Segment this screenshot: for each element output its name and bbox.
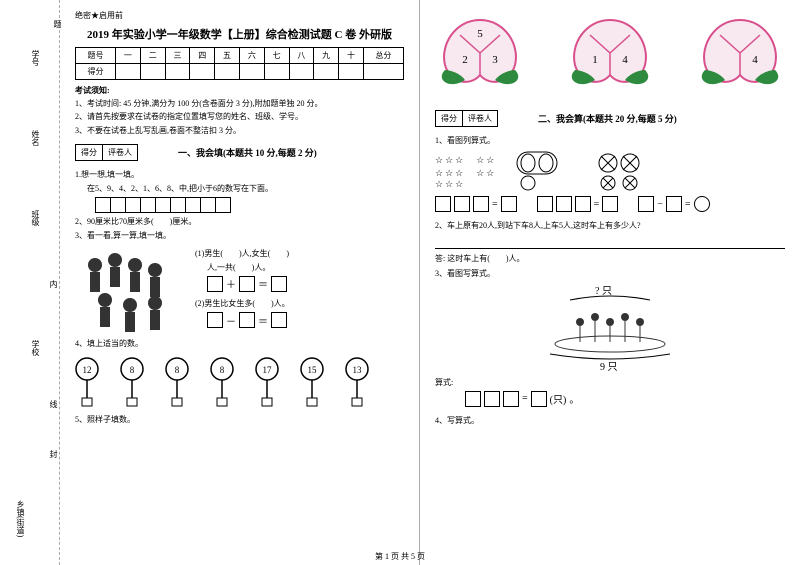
- confidential-label: 绝密★启用前: [75, 10, 404, 21]
- q1b: 在5、9、4、2、1、6、8、中,把小于6的数写在下面。: [75, 183, 404, 194]
- svg-text:1: 1: [592, 54, 598, 66]
- page-footer: 第 1 页 共 5 页: [0, 551, 800, 562]
- margin-dash-2: 封: [48, 450, 59, 458]
- eq3: −=: [638, 196, 709, 212]
- svg-text:8: 8: [220, 365, 225, 375]
- q3-1a: (1)男生( )人,女生( ): [195, 248, 404, 259]
- th: 一: [116, 48, 141, 64]
- instructions-heading: 考试须知:: [75, 85, 404, 96]
- exam-title: 2019 年实验小学一年级数学【上册】综合检测试题 C 卷 外研版: [75, 26, 404, 42]
- svg-text:3: 3: [492, 54, 498, 66]
- score-label: 得分: [436, 111, 463, 126]
- svg-text:4: 4: [622, 54, 628, 66]
- peach-3: 4: [695, 15, 785, 95]
- th: 题号: [76, 48, 116, 64]
- q3-2: (2)男生比女生多( )人。: [195, 298, 404, 309]
- s2q2ans: 答: 这时车上有( )人。: [435, 253, 785, 264]
- instr-3: 3、不要在试卷上乱写乱画,卷面不整洁扣 3 分。: [75, 125, 404, 136]
- s2q4: 4、写算式。: [435, 415, 785, 426]
- svg-text:13: 13: [353, 365, 363, 375]
- right-column: 523 14 4 得分 评卷人 二、我会算(本题共 20 分,每题 5 分) 1…: [420, 0, 800, 565]
- svg-text:4: 4: [752, 54, 758, 66]
- section2-title: 二、我会算(本题共 20 分,每题 5 分): [538, 112, 677, 125]
- eq-flowers: =(只)。: [465, 391, 785, 407]
- crossed-circles-icon: [596, 151, 651, 191]
- children-illustration: [75, 245, 185, 335]
- score-entry-box-2: 得分 评卷人: [435, 110, 498, 127]
- section1-title: 一、我会填(本题共 10 分,每题 2 分): [178, 146, 317, 159]
- th: 十: [339, 48, 364, 64]
- left-column: 绝密★启用前 2019 年实验小学一年级数学【上册】综合检测试题 C 卷 外研版…: [60, 0, 419, 565]
- th: 三: [165, 48, 190, 64]
- s2q2: 2、车上原有20人,到站下车8人,上车5人,这时车上有多少人?: [435, 220, 785, 231]
- margin-label-3: 学校: [30, 340, 41, 356]
- grader-label: 评卷人: [463, 111, 497, 126]
- top-brace-label: ? 只: [595, 286, 612, 297]
- score-entry-box: 得分 评卷人: [75, 144, 138, 161]
- bottom-brace-label: 9 只: [600, 362, 618, 372]
- margin-label-2: 班级: [30, 210, 41, 226]
- q3-1b: 人,一共( )人。: [195, 262, 404, 273]
- eq2: =: [537, 196, 619, 212]
- answer-boxes: [95, 197, 404, 213]
- svg-text:2: 2: [462, 54, 468, 66]
- th: 二: [140, 48, 165, 64]
- svg-text:8: 8: [130, 365, 135, 375]
- svg-text:12: 12: [83, 365, 92, 375]
- flowers-illustration: ? 只 9 只: [510, 282, 710, 372]
- q4: 4、填上适当的数。: [75, 338, 404, 349]
- th: 总分: [363, 48, 403, 64]
- peach-2: 14: [565, 15, 655, 95]
- stars-equation: ☆☆☆ ☆☆ ☆☆☆ ☆☆ ☆☆☆: [435, 151, 785, 191]
- peach-1: 5 2 3: [435, 15, 525, 95]
- s2q1: 1、看图列算式。: [435, 135, 785, 146]
- q5: 5、照样子填数。: [75, 414, 404, 425]
- s2q3: 3、看图写算式。: [435, 268, 785, 279]
- margin-dash-0: 内: [48, 280, 59, 288]
- th: 八: [289, 48, 314, 64]
- expr-label: 算式:: [435, 377, 785, 388]
- eq1: =: [435, 196, 517, 212]
- eq-minus: －＝: [207, 312, 404, 328]
- th: 九: [314, 48, 339, 64]
- margin-label-0: 学号: [30, 50, 41, 66]
- eq-plus: ＋＝: [207, 276, 404, 292]
- td: 得分: [76, 64, 116, 80]
- margin-label-4: 乡镇(街道): [15, 500, 26, 537]
- unit-label: (只): [550, 391, 567, 406]
- th: 六: [239, 48, 264, 64]
- svg-text:17: 17: [263, 365, 273, 375]
- score-table: 题号 一 二 三 四 五 六 七 八 九 十 总分 得分: [75, 47, 404, 80]
- th: 七: [264, 48, 289, 64]
- peaches: 523 14 4: [435, 15, 785, 95]
- ovals-icon: [516, 151, 576, 191]
- svg-text:8: 8: [175, 365, 180, 375]
- answer-line: [435, 235, 785, 249]
- instr-2: 2、请首先按要求在试卷的指定位置填写您的姓名、班级、学号。: [75, 111, 404, 122]
- score-label: 得分: [76, 145, 103, 160]
- grader-label: 评卷人: [103, 145, 137, 160]
- q3: 3、看一看,算一算,填一填。: [75, 230, 404, 241]
- margin-dash-1: 线: [48, 400, 59, 408]
- binding-margin: 题 学号 姓名 班级 内 学校 线 封 乡镇(街道): [0, 0, 60, 565]
- margin-label-1: 姓名: [30, 130, 41, 146]
- svg-text:5: 5: [477, 28, 483, 40]
- q1a: 1.想一想,填一填。: [75, 169, 404, 180]
- svg-text:15: 15: [308, 365, 318, 375]
- th: 四: [190, 48, 215, 64]
- instr-1: 1、考试时间: 45 分钟,满分为 100 分(含卷面分 3 分),附加题单独 …: [75, 98, 404, 109]
- keys-row: 12 8 8 8 17 15 13: [75, 354, 404, 409]
- q2: 2、90厘米比70厘米多( )厘米。: [75, 216, 404, 227]
- th: 五: [215, 48, 240, 64]
